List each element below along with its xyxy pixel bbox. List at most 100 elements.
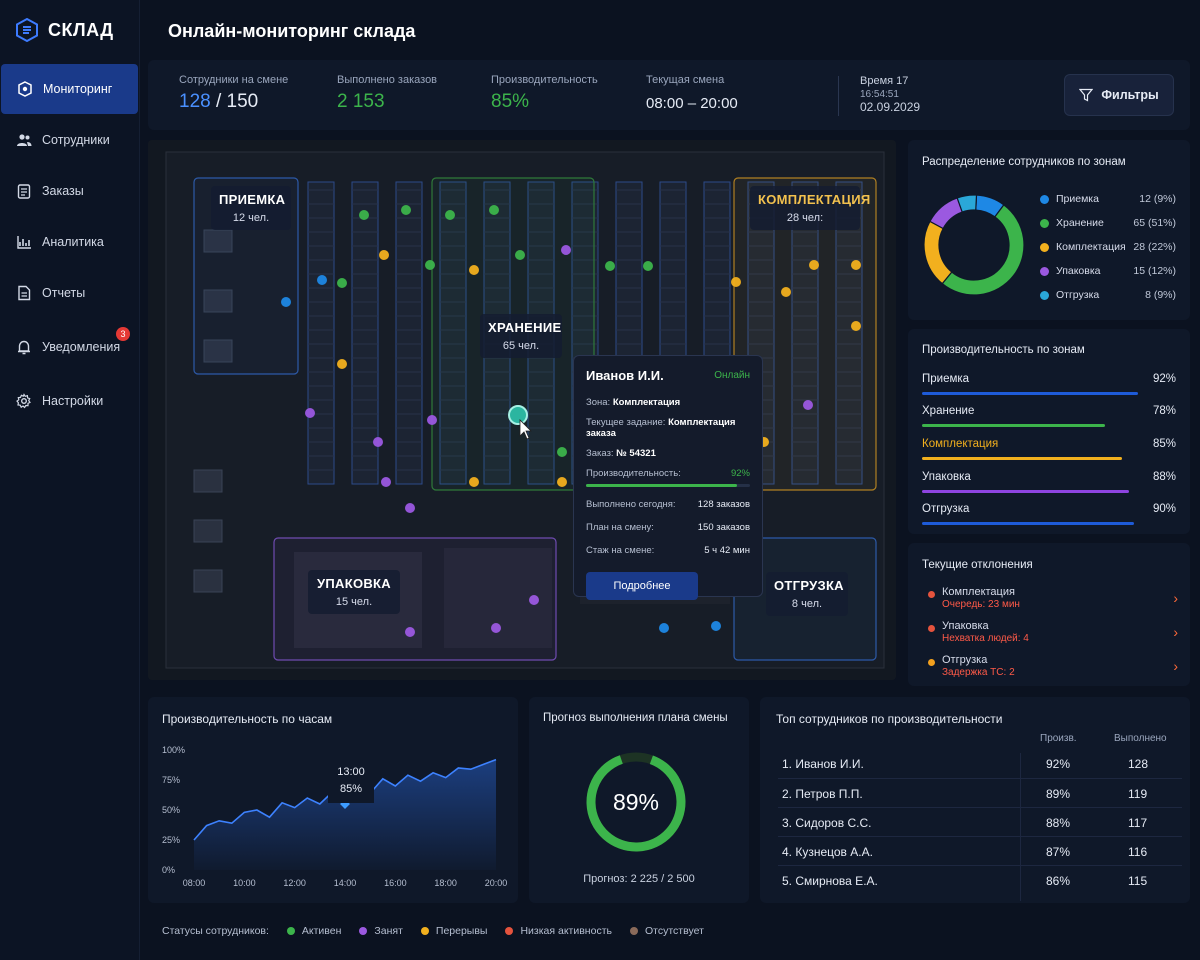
kpi-time: Время 17 16:54:51 02.09.2029 bbox=[860, 75, 920, 114]
deviation-row-picking[interactable]: Комплектация Очередь: 23 мин › bbox=[928, 586, 1178, 616]
kpi-staff-label: Сотрудники на смене bbox=[179, 74, 289, 86]
worker-marker[interactable] bbox=[515, 250, 525, 260]
worker-marker[interactable] bbox=[381, 477, 391, 487]
app-logo[interactable]: СКЛАД bbox=[16, 18, 114, 42]
zone-productivity-name: Комплектация bbox=[922, 438, 999, 450]
worker-marker[interactable] bbox=[469, 265, 479, 275]
worker-marker[interactable] bbox=[851, 260, 861, 270]
worker-marker[interactable] bbox=[305, 408, 315, 418]
legend-row-receiving: Приемка 12 (9%) bbox=[1040, 193, 1176, 207]
legend-dot bbox=[1040, 219, 1049, 228]
zone-receiving-label[interactable]: ПРИЕМКА 12 чел. bbox=[211, 186, 291, 230]
status-active: Активен bbox=[286, 925, 341, 937]
zone-picking-label[interactable]: КОМПЛЕКТАЦИЯ 28 чел: bbox=[750, 186, 870, 230]
dock-equipment bbox=[203, 229, 233, 253]
worker-marker[interactable] bbox=[711, 621, 721, 631]
zone-name: ОТГРУЗКА bbox=[774, 578, 844, 593]
zone-productivity-bar bbox=[922, 424, 1106, 427]
sidebar-item-monitoring[interactable]: Мониторинг bbox=[1, 64, 138, 114]
status-absent: Отсутствует bbox=[629, 925, 704, 937]
worker-marker[interactable] bbox=[643, 261, 653, 271]
worker-marker[interactable] bbox=[809, 260, 819, 270]
worker-marker[interactable] bbox=[781, 287, 791, 297]
worker-marker[interactable] bbox=[659, 623, 669, 633]
productivity-area bbox=[194, 759, 496, 870]
zone-productivity-bar bbox=[922, 522, 1134, 525]
worker-marker[interactable] bbox=[605, 261, 615, 271]
status-name: Отсутствует bbox=[644, 925, 704, 937]
filters-button[interactable]: Фильтры bbox=[1064, 74, 1174, 116]
table-row[interactable]: 4. Кузнецов А.А. 87% 116 bbox=[778, 836, 1182, 865]
donut-slice[interactable] bbox=[923, 220, 953, 285]
productivity-value: 92% bbox=[730, 468, 750, 479]
deviation-row-packing[interactable]: Упаковка Нехватка людей: 4 › bbox=[928, 620, 1178, 650]
worker-marker[interactable] bbox=[489, 205, 499, 215]
table-row[interactable]: 3. Сидоров С.С. 88% 117 bbox=[778, 807, 1182, 836]
worker-marker[interactable] bbox=[557, 477, 567, 487]
worker-marker[interactable] bbox=[405, 627, 415, 637]
sidebar-item-label: Уведомления bbox=[42, 340, 121, 354]
sidebar-item-orders[interactable]: Заказы bbox=[0, 166, 139, 216]
worker-marker[interactable] bbox=[427, 415, 437, 425]
details-button[interactable]: Подробнее bbox=[586, 572, 698, 600]
worker-marker[interactable] bbox=[337, 278, 347, 288]
worker-marker[interactable] bbox=[317, 275, 327, 285]
sidebar-item-settings[interactable]: Настройки bbox=[0, 376, 139, 426]
worker-marker[interactable] bbox=[281, 297, 291, 307]
donut-slice[interactable] bbox=[956, 194, 978, 213]
kpi-orders: Выполнено заказов 2 153 bbox=[337, 74, 437, 113]
worker-marker[interactable] bbox=[557, 447, 567, 457]
zone-packing-label[interactable]: УПАКОВКА 15 чел. bbox=[308, 570, 400, 614]
worker-marker[interactable] bbox=[401, 205, 411, 215]
column-divider bbox=[1020, 753, 1021, 901]
zone-productivity-bar bbox=[922, 490, 1129, 493]
zone-productivity-bar bbox=[922, 457, 1122, 460]
gear-icon bbox=[16, 393, 31, 409]
sidebar-item-notifications[interactable]: Уведомления 3 bbox=[0, 319, 139, 375]
done-label: Выполнено сегодня: bbox=[586, 499, 676, 510]
sidebar-item-analytics[interactable]: Аналитика bbox=[0, 217, 139, 267]
worker-popup: Иванов И.И. Онлайн Зона: Комплектация Те… bbox=[573, 355, 763, 600]
worker-marker[interactable] bbox=[803, 400, 813, 410]
forecast-percent: 89% bbox=[612, 789, 660, 815]
col-done-header: Выполнено bbox=[1114, 733, 1167, 744]
worker-marker[interactable] bbox=[469, 477, 479, 487]
kpi-shift: Текущая смена 08:00 – 20:00 bbox=[646, 74, 738, 112]
worker-marker[interactable] bbox=[731, 277, 741, 287]
selected-worker-marker[interactable] bbox=[508, 405, 528, 425]
distribution-donut bbox=[923, 194, 1025, 296]
worker-marker[interactable] bbox=[405, 503, 415, 513]
status-dot bbox=[629, 927, 638, 935]
chevron-right-icon: › bbox=[1173, 658, 1178, 674]
donut-slice[interactable] bbox=[929, 197, 964, 230]
worker-marker[interactable] bbox=[425, 260, 435, 270]
staff-name: 5. Смирнова Е.А. bbox=[782, 874, 878, 888]
worker-marker[interactable] bbox=[359, 210, 369, 220]
table-row[interactable]: 5. Смирнова Е.А. 86% 115 bbox=[778, 865, 1182, 894]
donut-slice[interactable] bbox=[941, 204, 1025, 296]
worker-marker[interactable] bbox=[529, 595, 539, 605]
sidebar-item-label: Настройки bbox=[42, 394, 104, 408]
worker-marker[interactable] bbox=[561, 245, 571, 255]
table-row[interactable]: 1. Иванов И.И. 92% 128 bbox=[778, 749, 1182, 778]
time-value: 16:54:51 bbox=[860, 89, 899, 100]
zone-shipping-label[interactable]: ОТГРУЗКА 8 чел. bbox=[766, 572, 848, 616]
deviation-row-shipping[interactable]: Отгрузка Задержка ТС: 2 › bbox=[928, 654, 1178, 684]
sidebar-item-reports[interactable]: Отчеты bbox=[0, 268, 139, 318]
worker-marker[interactable] bbox=[379, 250, 389, 260]
worker-marker[interactable] bbox=[851, 321, 861, 331]
table-row[interactable]: 2. Петров П.П. 89% 119 bbox=[778, 778, 1182, 807]
legend-row-packing: Упаковка 15 (12%) bbox=[1040, 265, 1176, 279]
zone-storage-label[interactable]: ХРАНЕНИЕ 65 чел. bbox=[480, 314, 562, 358]
worker-marker[interactable] bbox=[337, 359, 347, 369]
users-icon bbox=[17, 134, 32, 146]
x-tick-label: 10:00 bbox=[233, 878, 256, 888]
worker-marker[interactable] bbox=[445, 210, 455, 220]
kpi-staff-value: 128 bbox=[179, 91, 211, 112]
worker-marker[interactable] bbox=[373, 437, 383, 447]
legend-row-shipping: Отгрузка 8 (9%) bbox=[1040, 289, 1176, 303]
sidebar-item-employees[interactable]: Сотрудники bbox=[0, 115, 139, 165]
worker-marker[interactable] bbox=[491, 623, 501, 633]
legend-row-picking: Комплектация 28 (22%) bbox=[1040, 241, 1176, 255]
warehouse-map[interactable]: ПРИЕМКА 12 чел. ХРАНЕНИЕ 65 чел. КОМПЛЕК… bbox=[148, 140, 896, 680]
